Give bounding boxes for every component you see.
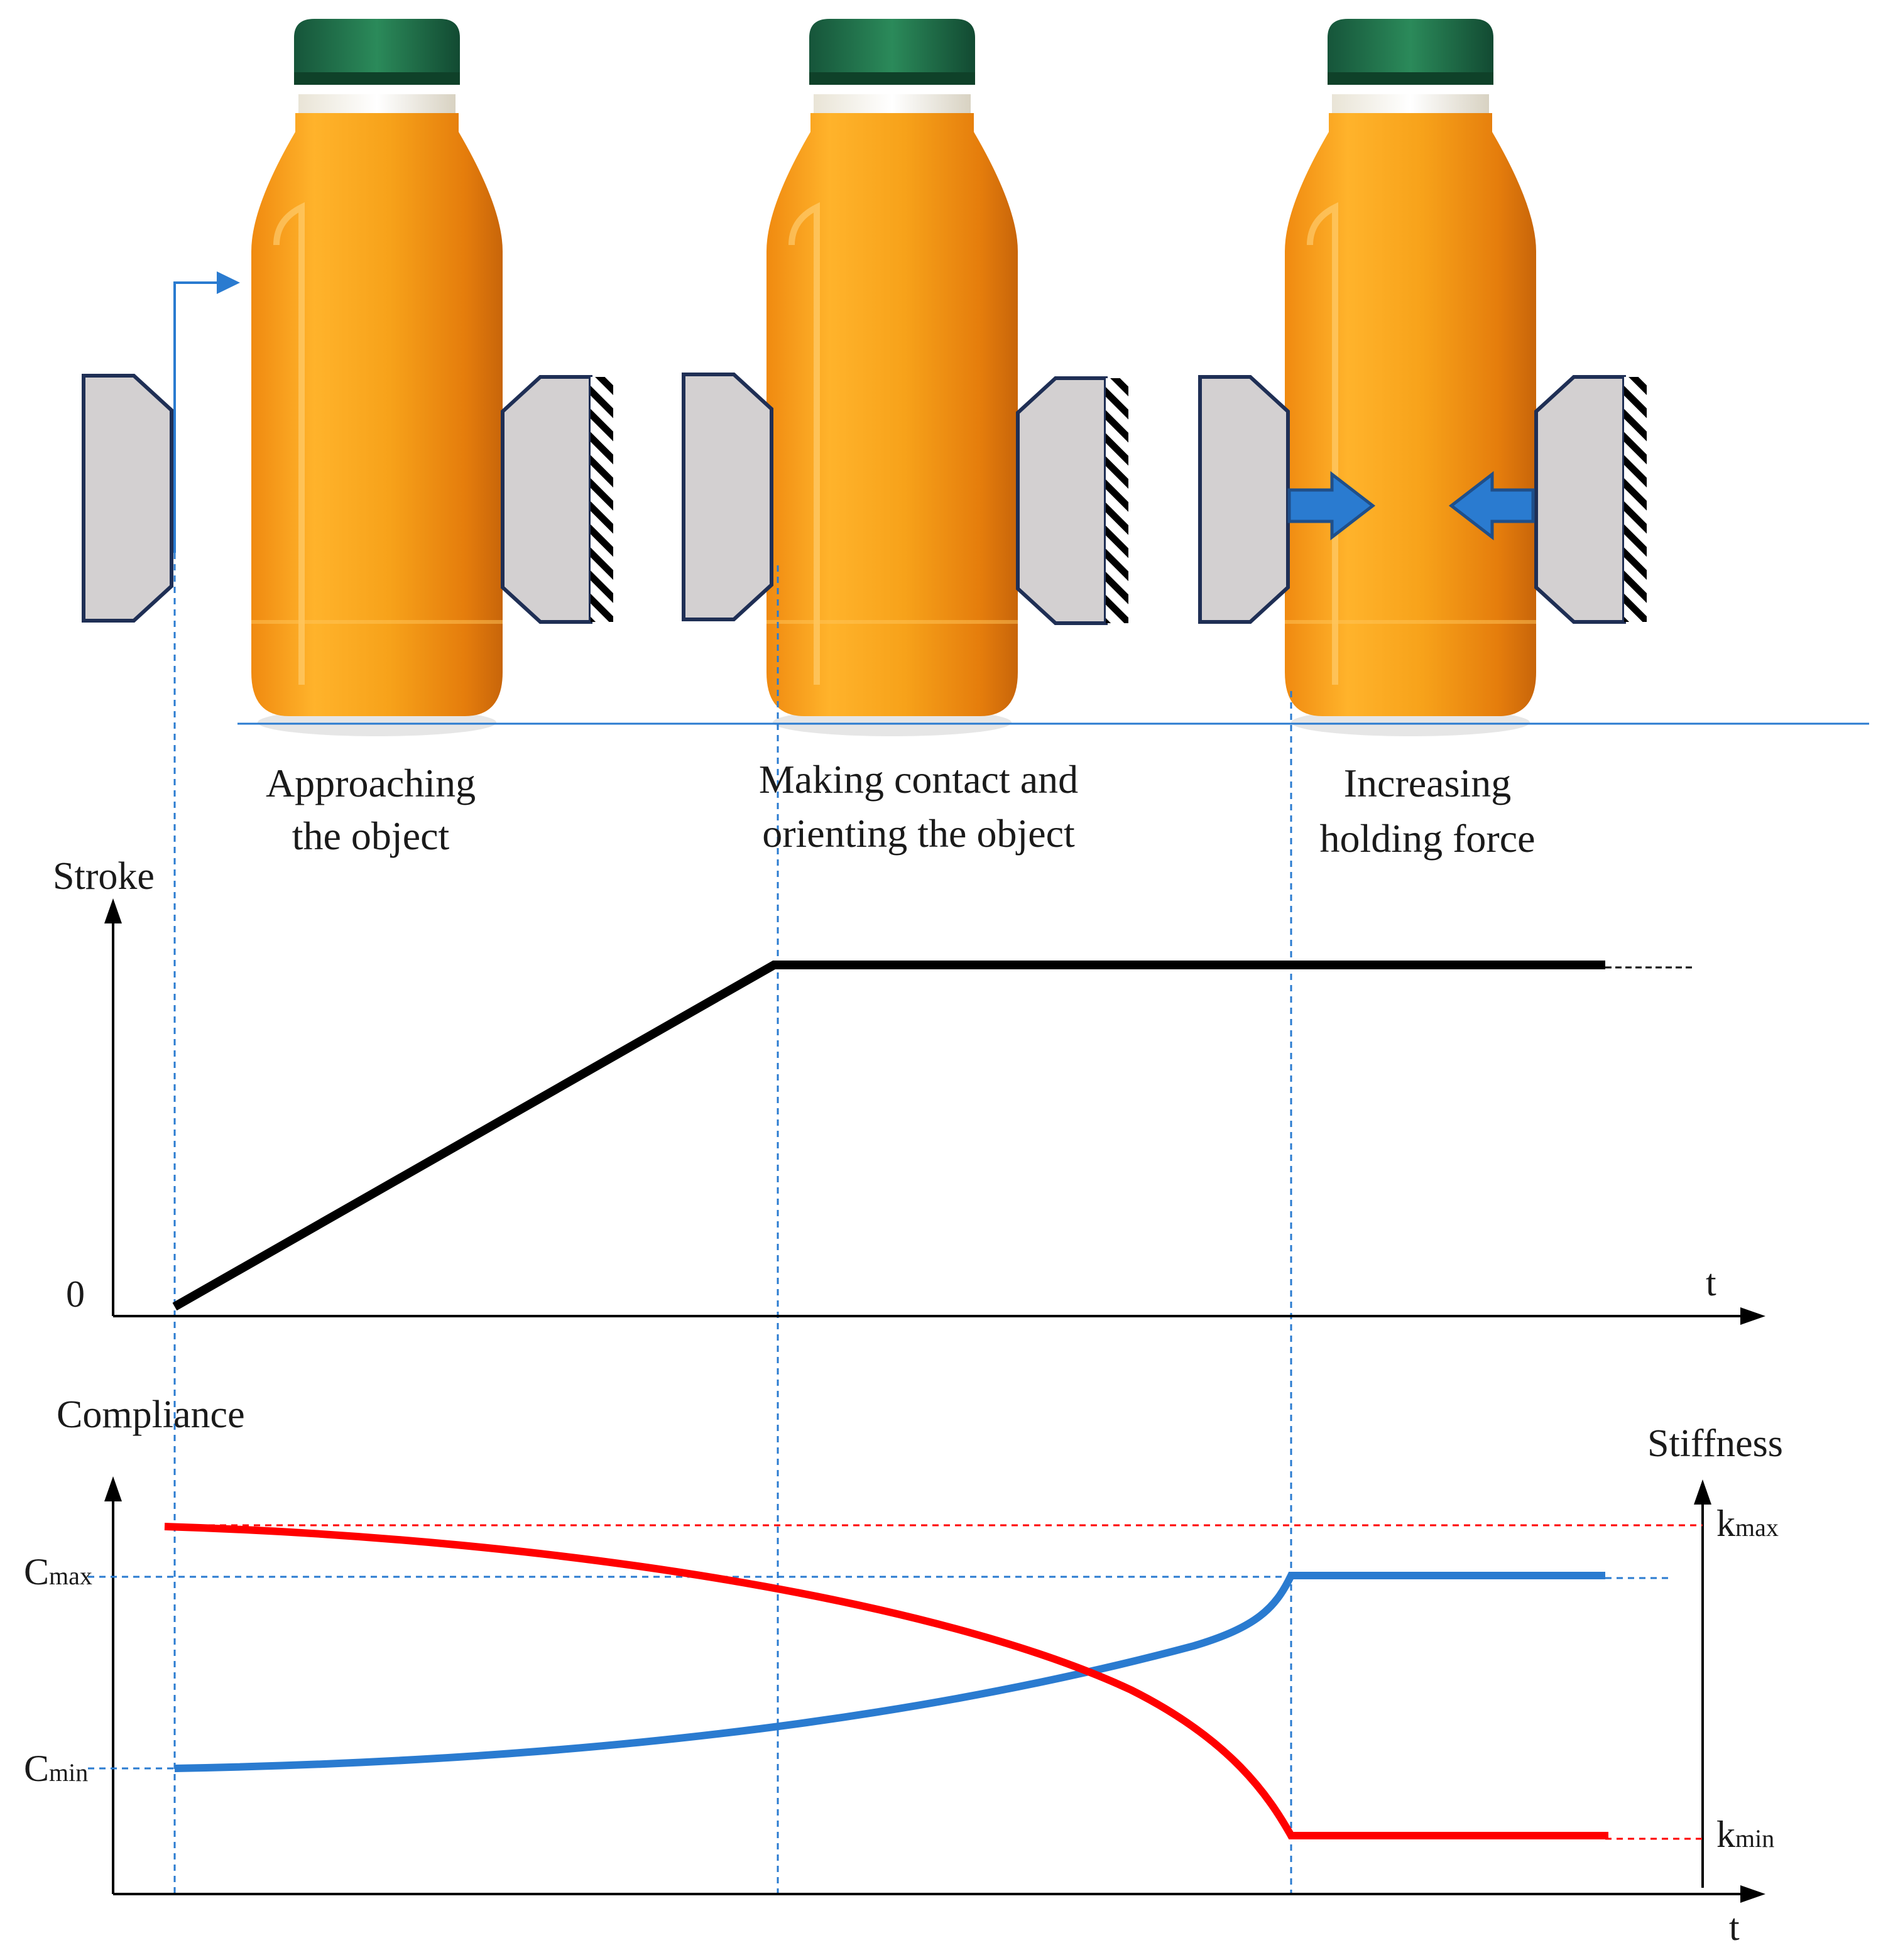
stroke-origin-label: 0 [66,1273,85,1315]
stroke-y-axis-arrow [104,898,122,923]
approach-arrow-icon [173,271,240,553]
stiffness-curve [164,1523,1608,1839]
stage-contact [684,19,1128,736]
stage-approaching [84,19,613,736]
stroke-chart: Stroke 0 t [53,855,1765,1325]
stiffness-axis-title: Stiffness [1647,1422,1783,1465]
bottle-icon [766,19,1018,736]
phase-caption-3-line2: holding force [1320,816,1536,861]
k-min-label: kmin [1716,1814,1774,1855]
phase-caption-2-line2: orienting the object [762,811,1075,856]
compliance-axis-title: Compliance [57,1393,245,1436]
compliance-x-axis-arrow [1740,1885,1765,1903]
force-arrow-icon [1287,471,1376,541]
k-max-label: kmax [1716,1503,1779,1544]
compliance-t-label: t [1729,1907,1740,1948]
stroke-axis-title: Stroke [53,855,155,898]
gripper-jaw-icon [1536,377,1647,622]
phase-caption-1-line2: the object [292,814,450,858]
force-arrow-icon [1448,471,1535,541]
gripper-jaw-icon [503,377,613,622]
compliance-chart: Compliance Stiffness t Cmax Cmin kmax km… [24,1393,1783,1948]
phase-caption-1: Approaching [266,761,476,805]
bottle-icon [1285,19,1536,736]
gripper-jaw-icon [1200,377,1288,622]
c-max-label: Cmax [24,1551,92,1592]
gripper-jaw-icon [684,374,772,619]
phase-caption-2: Making contact and [759,757,1078,802]
stroke-t-label: t [1706,1262,1716,1304]
stroke-curve [172,961,1605,1311]
stage-holding [1200,19,1647,736]
compliance-y-axis-arrow [104,1476,122,1501]
compliance-curve [174,1572,1605,1772]
gripper-jaw-icon [1018,378,1128,623]
c-min-label: Cmin [24,1748,88,1789]
bottle-icon [251,19,503,736]
phase-caption-3: Increasing [1344,761,1512,805]
stroke-x-axis-arrow [1740,1307,1765,1325]
gripper-jaw-icon [84,376,172,621]
phase-guide-lines [173,553,1292,1894]
stiffness-y-axis-arrow [1694,1479,1711,1505]
